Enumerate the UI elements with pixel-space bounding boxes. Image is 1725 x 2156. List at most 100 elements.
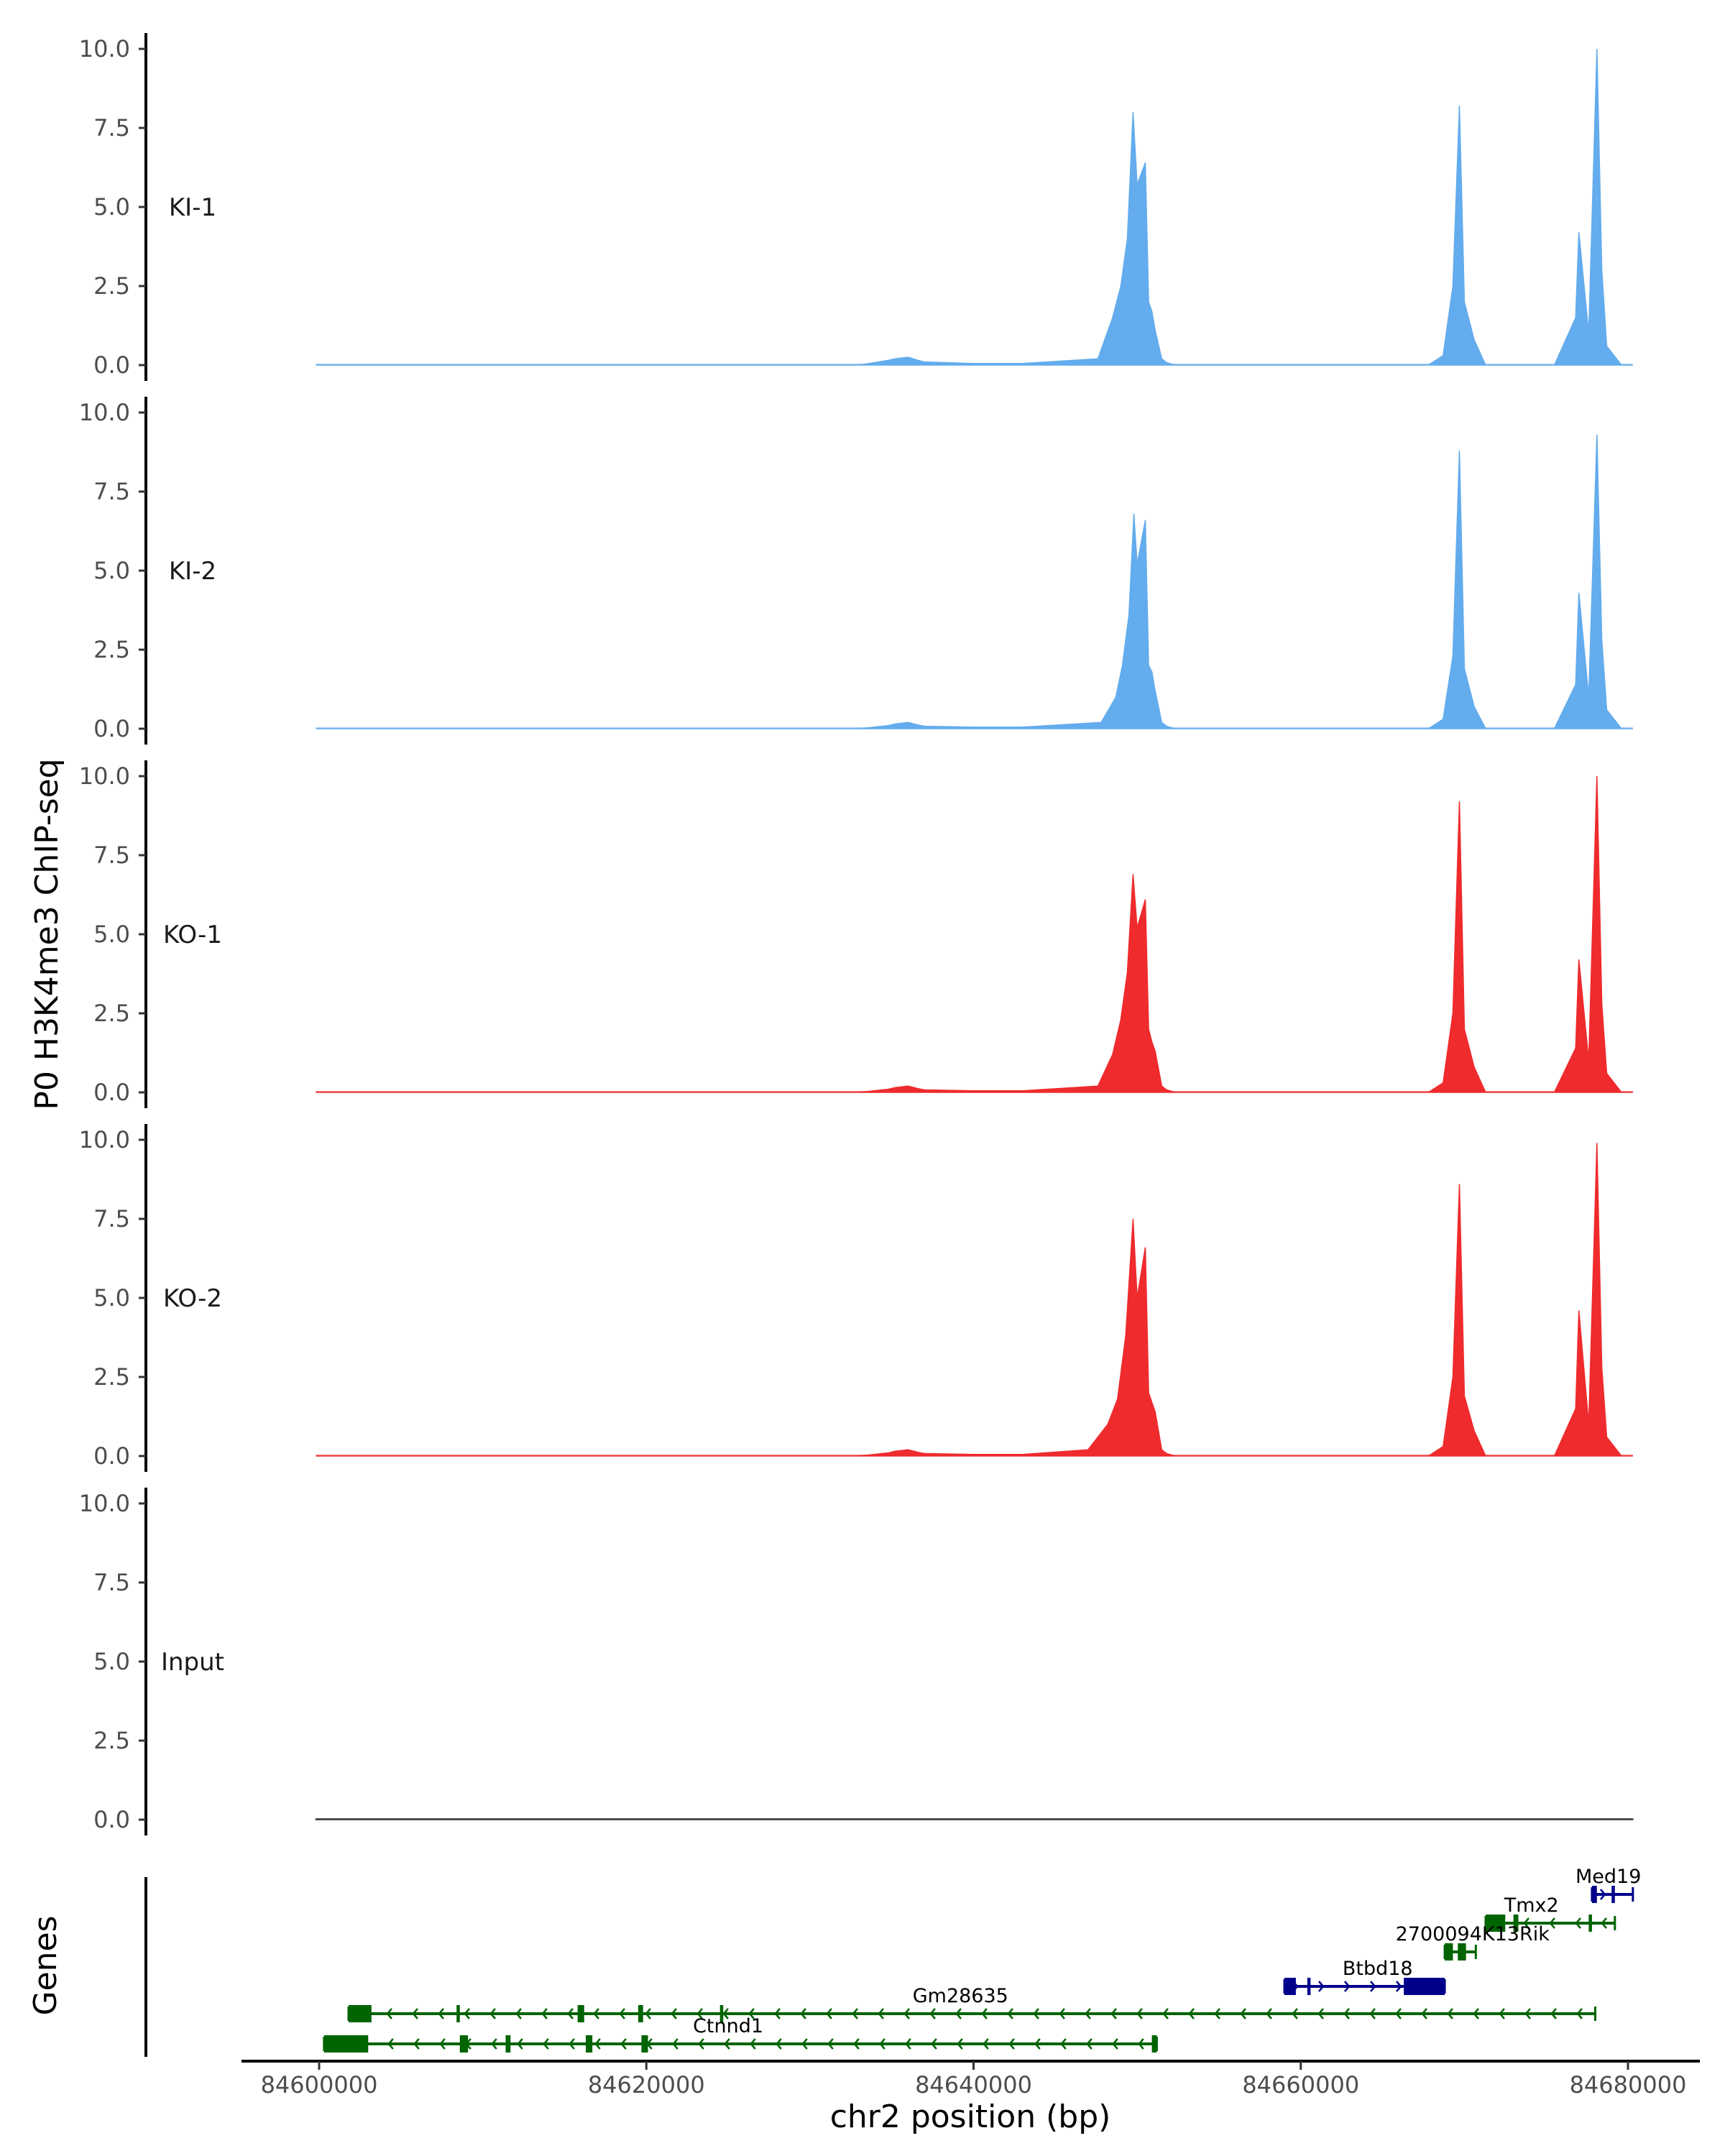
y-tick-label: 10.0 <box>79 399 130 426</box>
strand-arrow <box>929 2008 936 2019</box>
strand-arrow <box>1395 2008 1402 2019</box>
coverage-area <box>315 1818 1634 1820</box>
exon-block <box>348 2005 372 2022</box>
exon-block <box>1485 1915 1506 1932</box>
strand-arrow <box>1421 2008 1427 2019</box>
strand-arrow <box>1085 2008 1091 2019</box>
exon-block <box>1513 1915 1519 1932</box>
y-tick-label: 10.0 <box>79 35 130 63</box>
gene-med19: Med19 <box>1576 1866 1641 1903</box>
exon-block <box>1445 1943 1453 1961</box>
strand-arrow <box>671 2008 677 2019</box>
strand-arrow <box>543 2038 549 2050</box>
strand-arrow <box>1240 2008 1246 2019</box>
strand-arrow <box>593 2008 599 2019</box>
strand-arrow <box>1575 1917 1581 1929</box>
coverage-area <box>316 775 1633 1093</box>
track-label: Input <box>161 1648 224 1677</box>
strand-arrow <box>827 2038 834 2050</box>
exon-block <box>719 2005 724 2022</box>
strand-arrow <box>1007 2008 1013 2019</box>
strand-arrow <box>413 2038 420 2050</box>
exon-block <box>586 2035 593 2053</box>
x-tick-label: 84680000 <box>1570 2071 1687 2099</box>
track-panel: 0.0 2.5 5.0 7.5 10.0 KI-1 <box>79 33 1633 381</box>
strand-arrow <box>1370 1981 1376 1992</box>
strand-arrow <box>620 2038 627 2050</box>
x-tick-label: 84600000 <box>261 2071 378 2099</box>
track-label: KI-1 <box>169 193 216 222</box>
strand-arrow <box>903 2008 910 2019</box>
exon-block <box>1151 2035 1157 2053</box>
strand-arrow <box>1292 2008 1298 2019</box>
gene-2700094k13rik: 2700094K13Rik <box>1396 1923 1550 1961</box>
strand-arrow <box>1008 2038 1015 2050</box>
x-tick-label: 84660000 <box>1242 2071 1359 2099</box>
strand-arrow <box>852 2008 858 2019</box>
strand-arrow <box>1523 1917 1530 1929</box>
gene-label: Tmx2 <box>1504 1894 1559 1917</box>
track-label: KO-2 <box>163 1284 222 1313</box>
coverage-area <box>316 1143 1633 1457</box>
y-axis-title: P0 H3K4me3 ChIP-seq <box>29 758 65 1110</box>
gene-label: Gm28635 <box>913 1985 1008 2007</box>
strand-arrow <box>1524 2008 1531 2019</box>
exon-block <box>1458 1943 1466 1961</box>
strand-arrow <box>1112 2038 1118 2050</box>
strand-arrow <box>464 2008 470 2019</box>
gene-tmx2: Tmx2 <box>1484 1894 1616 1932</box>
y-tick-label: 2.5 <box>93 1000 130 1027</box>
coverage-area <box>316 434 1633 729</box>
y-tick-label: 7.5 <box>93 114 130 142</box>
strand-arrow <box>1473 2008 1479 2019</box>
gene-label: Med19 <box>1576 1866 1641 1888</box>
coverage-tracks: 0.0 2.5 5.0 7.5 10.0 KI-1 0.0 2.5 5.0 7.5 10.0 KI-2… <box>79 33 1634 1835</box>
strand-arrow <box>1136 2008 1143 2019</box>
strand-arrow <box>1059 2008 1065 2019</box>
gene-ctnnd1: Ctnnd1 <box>323 2015 1158 2053</box>
strand-arrow <box>439 2038 446 2050</box>
strand-arrow <box>438 2008 444 2019</box>
strand-arrow <box>774 2008 781 2019</box>
exon-block <box>1284 1978 1296 1995</box>
exon-block <box>577 2005 584 2022</box>
strand-arrow <box>515 2008 522 2019</box>
x-axis-title: chr2 position (bp) <box>830 2099 1111 2135</box>
strand-arrow <box>776 2038 782 2050</box>
track-label: KI-2 <box>169 557 216 586</box>
y-tick-label: 5.0 <box>93 1648 130 1675</box>
strand-arrow <box>698 2038 704 2050</box>
strand-arrow <box>619 2008 625 2019</box>
strand-arrow <box>853 2038 860 2050</box>
strand-arrow <box>1599 1889 1606 1900</box>
strand-arrow <box>1447 2008 1453 2019</box>
strand-arrow <box>1110 2008 1117 2019</box>
exon-block <box>1591 1886 1597 1903</box>
strand-arrow <box>1318 1981 1325 1992</box>
y-tick-label: 7.5 <box>93 842 130 869</box>
gene-annotation-panel: Genes Med19 Tmx2 2700094K13Rik Btbd18 Gm28635… <box>27 1866 1641 2057</box>
strand-arrow <box>569 2038 575 2050</box>
y-tick-label: 7.5 <box>93 1205 130 1233</box>
y-tick-label: 5.0 <box>93 921 130 948</box>
strand-arrow <box>412 2008 418 2019</box>
strand-arrow <box>826 2008 832 2019</box>
exon-block <box>505 2035 511 2053</box>
y-tick-label: 0.0 <box>93 351 130 379</box>
strand-arrow <box>1086 2038 1092 2050</box>
strand-arrow <box>878 2008 884 2019</box>
strand-arrow <box>722 2008 729 2019</box>
y-tick-label: 0.0 <box>93 715 130 742</box>
y-tick-label: 0.0 <box>93 1806 130 1833</box>
strand-arrow <box>750 2038 756 2050</box>
y-tick-label: 7.5 <box>93 1569 130 1596</box>
exon-block <box>459 2035 469 2053</box>
strand-arrow <box>800 2008 806 2019</box>
strand-arrow <box>1034 2038 1041 2050</box>
strand-arrow <box>1060 2038 1067 2050</box>
y-tick-label: 10.0 <box>79 1126 130 1153</box>
strand-arrow <box>594 2038 601 2050</box>
y-tick-label: 7.5 <box>93 478 130 505</box>
strand-arrow <box>748 2008 755 2019</box>
y-tick-label: 5.0 <box>93 557 130 584</box>
